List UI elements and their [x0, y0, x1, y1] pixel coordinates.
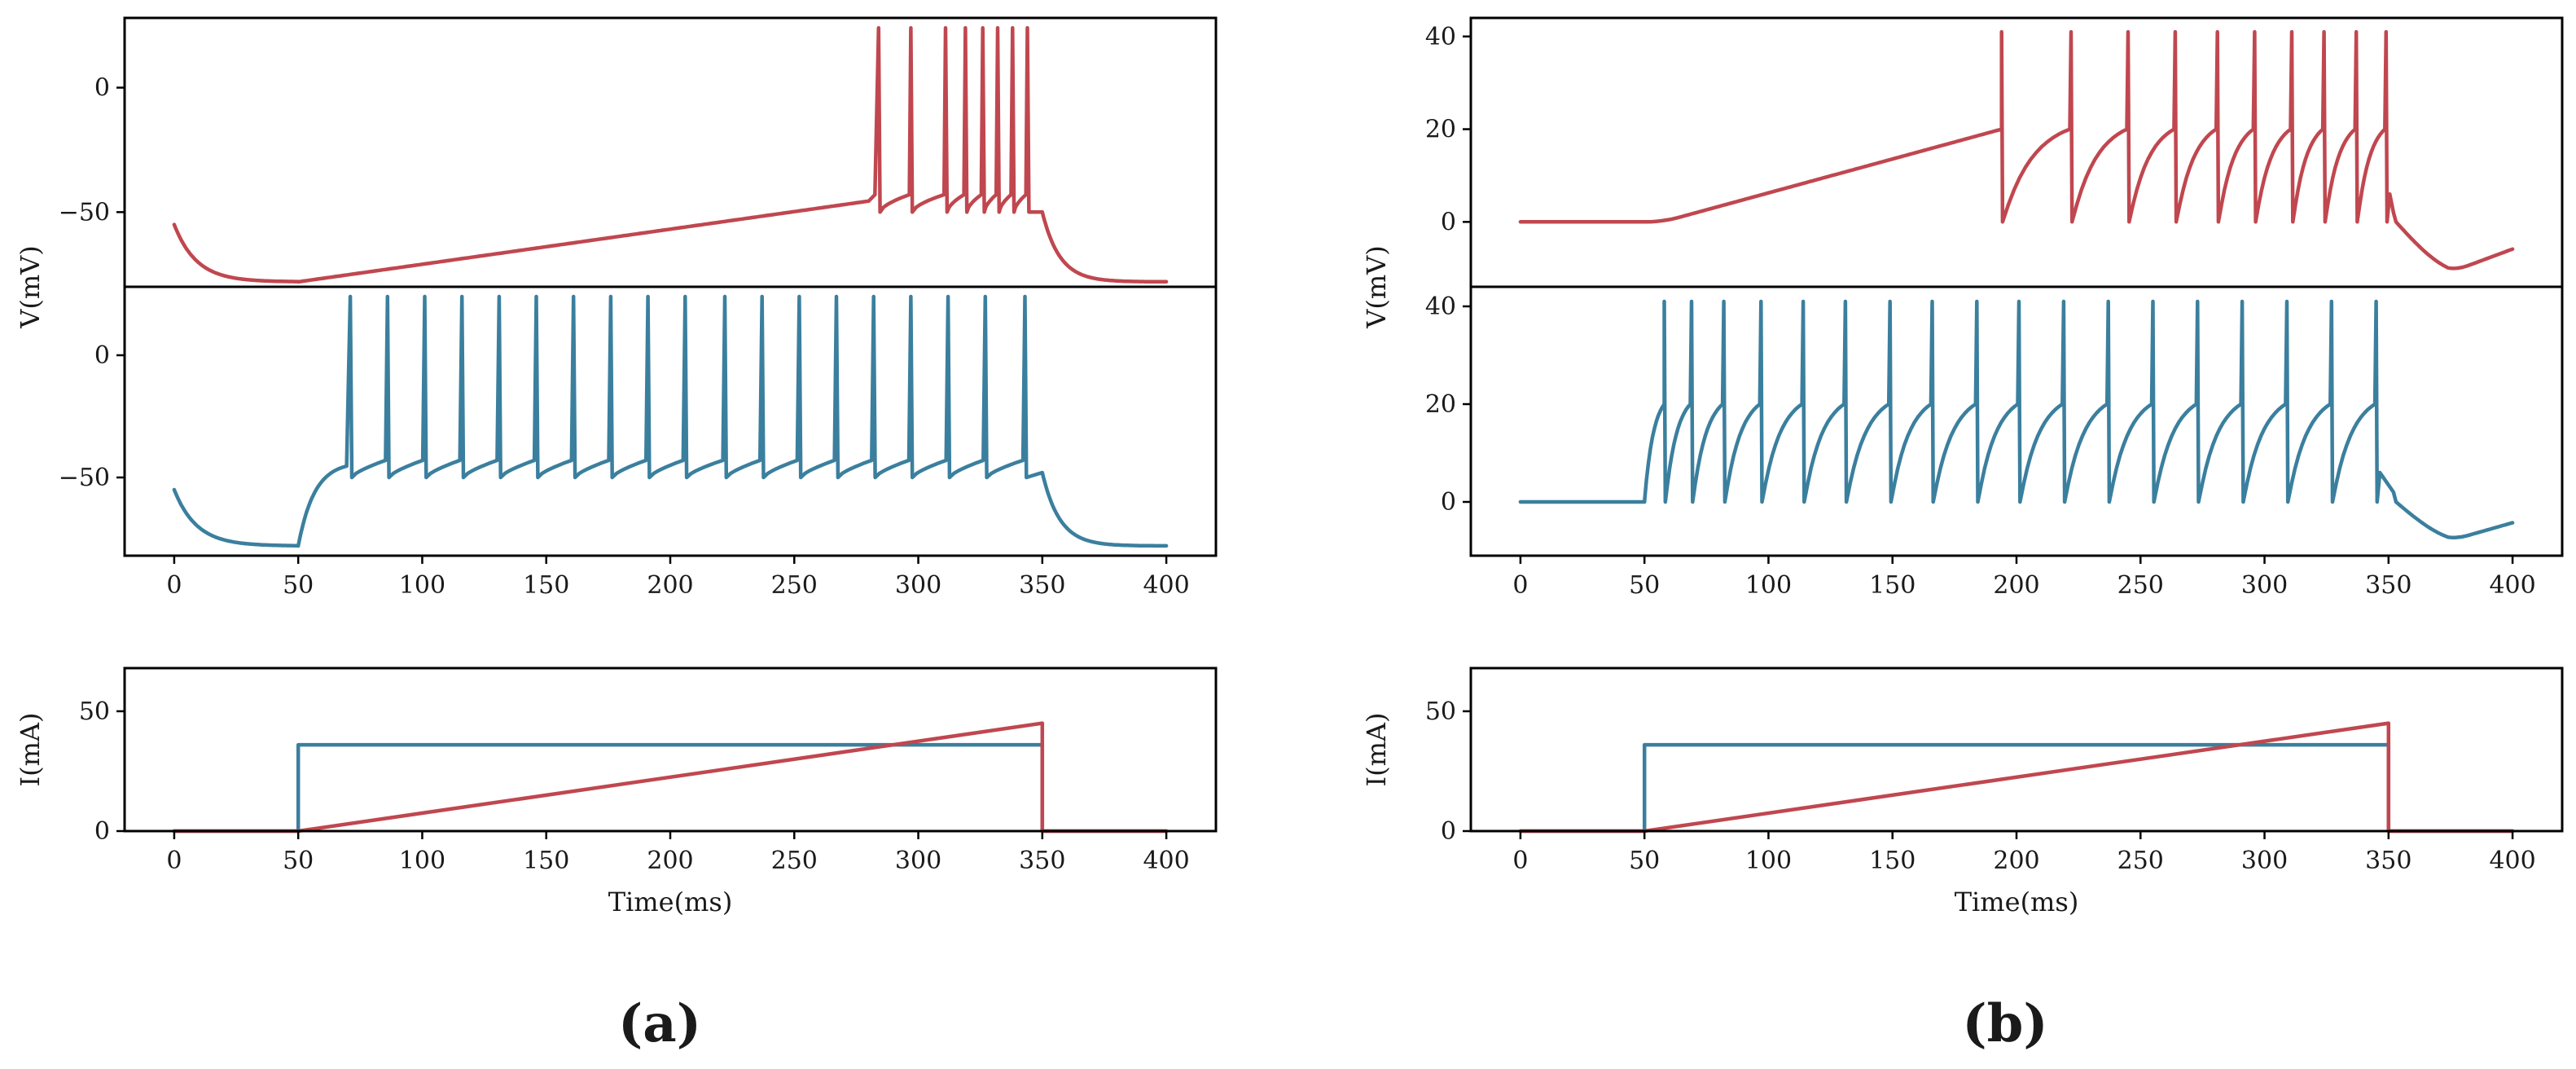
ytick-label-a-mid-1: −50	[59, 464, 110, 492]
xtick-label-b-mid-3: 150	[1869, 571, 1916, 600]
xtick-label-a-bot-5: 250	[771, 847, 818, 875]
xtick-label-b-bot-6: 300	[2241, 847, 2288, 875]
ytick-label-b-bot-0: 0	[1441, 817, 1456, 846]
xtick-label-b-bot-2: 100	[1745, 847, 1792, 875]
ylabel-b-bot: I(mA)	[1361, 712, 1392, 786]
xtick-label-b-mid-0: 0	[1512, 571, 1528, 600]
axes-b-bot: 0 50 0 50 100 150 200 250 300 350 400 Time(ms) I(mA)	[1361, 666, 2564, 917]
xtick-label-a-mid-5: 250	[771, 571, 818, 600]
xtick-label-a-mid-8: 400	[1143, 571, 1189, 600]
xtick-label-b-mid-6: 300	[2241, 571, 2288, 600]
xtick-label-b-bot-7: 350	[2365, 847, 2411, 875]
xtick-label-b-mid-2: 100	[1745, 571, 1792, 600]
series-a-top-ramp-response	[172, 25, 1169, 284]
xtick-label-a-bot-1: 50	[283, 847, 314, 875]
ytick-label-b-top-1: 20	[1425, 116, 1456, 144]
series-b-bot-ramp-current	[1518, 721, 2515, 834]
series-b-bot-step-current	[1518, 742, 2515, 834]
series-a-bot-ramp-current	[172, 721, 1169, 834]
xtick-label-b-bot-0: 0	[1512, 847, 1528, 875]
xtick-label-a-bot-6: 300	[895, 847, 941, 875]
xtick-label-a-mid-4: 200	[647, 571, 693, 600]
xtick-label-a-bot-2: 100	[399, 847, 445, 875]
xtick-label-a-bot-3: 150	[523, 847, 569, 875]
xtick-label-a-mid-2: 100	[399, 571, 445, 600]
ytick-label-a-bot-1: 50	[79, 697, 110, 726]
xtick-label-a-bot-8: 400	[1143, 847, 1189, 875]
ytick-label-b-mid-2: 0	[1441, 488, 1456, 517]
xtick-label-a-mid-3: 150	[523, 571, 569, 600]
ylabel-b-mid: V(mV)	[1361, 245, 1392, 329]
xtick-label-b-mid-7: 350	[2365, 571, 2411, 600]
xtick-label-b-mid-5: 250	[2117, 571, 2164, 600]
xtick-label-a-mid-7: 350	[1019, 571, 1065, 600]
xtick-label-b-mid-4: 200	[1993, 571, 2039, 600]
ytick-label-b-top-0: 40	[1425, 23, 1456, 51]
plot-frame-a-mid	[123, 285, 1218, 557]
axes-a-mid: 0 −50 0 50 100 150 200 250 300 350 400 V(mV)	[15, 245, 1218, 600]
xtick-label-b-bot-5: 250	[2117, 847, 2164, 875]
ytick-label-a-mid-0: 0	[94, 341, 110, 370]
xtick-label-a-bot-0: 0	[166, 847, 182, 875]
series-b-mid-step-response	[1518, 299, 2515, 539]
xtick-label-b-mid-1: 50	[1629, 571, 1660, 600]
xlabel-a-bot: Time(ms)	[608, 886, 733, 917]
axes-a-top: 0 −50	[59, 16, 1218, 288]
xtick-label-a-mid-0: 0	[166, 571, 182, 600]
xtick-label-b-mid-8: 400	[2489, 571, 2535, 600]
panel-label-b: (b)	[1962, 993, 2047, 1054]
xtick-label-a-bot-4: 200	[647, 847, 693, 875]
ytick-label-b-mid-1: 20	[1425, 390, 1456, 419]
ytick-label-b-top-2: 0	[1441, 208, 1456, 236]
plot-frame-b-mid	[1469, 285, 2564, 557]
ytick-label-b-bot-1: 50	[1425, 697, 1456, 726]
series-b-top-ramp-response	[1518, 29, 2515, 271]
series-a-mid-step-response	[172, 294, 1169, 548]
xlabel-b-bot: Time(ms)	[1955, 886, 2079, 917]
plot-frame-b-top	[1469, 16, 2564, 288]
plot-frame-a-bot	[123, 666, 1218, 833]
ytick-label-a-top-0: 0	[94, 74, 110, 103]
series-a-bot-step-current	[172, 742, 1169, 834]
axes-b-top: 40 20 0	[1425, 16, 2564, 288]
xtick-label-b-bot-8: 400	[2489, 847, 2535, 875]
xtick-label-b-bot-3: 150	[1869, 847, 1916, 875]
xtick-label-a-mid-1: 50	[283, 571, 314, 600]
xtick-label-a-bot-7: 350	[1019, 847, 1065, 875]
plot-frame-b-bot	[1469, 666, 2564, 833]
xtick-label-a-mid-6: 300	[895, 571, 941, 600]
ylabel-a-mid: V(mV)	[15, 245, 46, 329]
axes-a-bot: 0 50 0 50 100 150 200 250 300 350 400 Time(ms) I(mA)	[15, 666, 1218, 917]
ytick-label-a-bot-0: 0	[94, 817, 110, 846]
ytick-label-a-top-1: −50	[59, 198, 110, 227]
ytick-label-b-mid-0: 40	[1425, 293, 1456, 321]
panel-a: 0 −50 0 −50 0 50 100 150 200 250 300 350 400 V(mV) 0 50…	[15, 16, 1218, 917]
ylabel-a-bot: I(mA)	[15, 712, 46, 786]
xtick-label-b-bot-1: 50	[1629, 847, 1660, 875]
xtick-label-b-bot-4: 200	[1993, 847, 2039, 875]
panel-label-a: (a)	[618, 993, 701, 1054]
